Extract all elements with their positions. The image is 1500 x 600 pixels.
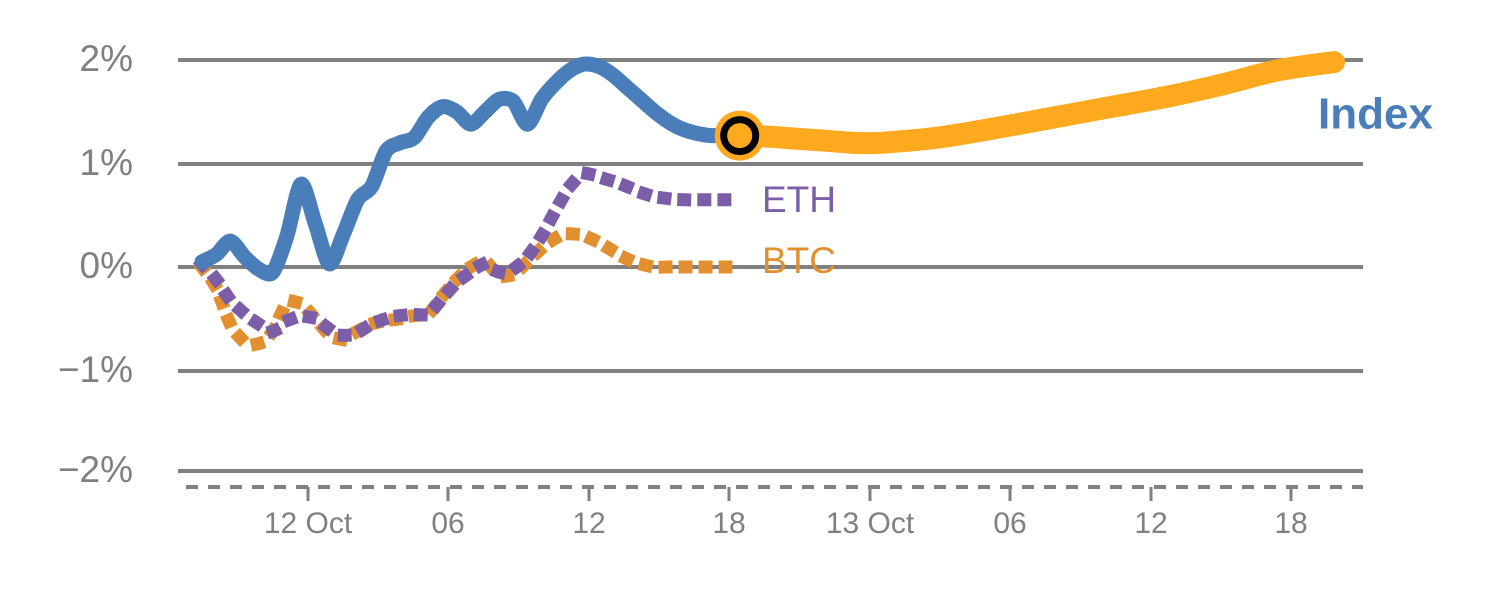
- series-line-index-forecast: [728, 51, 1345, 155]
- marker-core: [723, 119, 756, 152]
- series-label-index: Index: [1318, 90, 1433, 139]
- xtick-label-1: 06: [431, 507, 464, 540]
- xtick-label-5: 06: [993, 507, 1026, 540]
- xtick-label-2: 12: [572, 507, 605, 540]
- current-value-marker[interactable]: [714, 110, 765, 161]
- series-label-eth: ETH: [762, 179, 836, 220]
- series-label-btc: BTC: [762, 240, 836, 281]
- x-axis-ticks: [306, 487, 1293, 501]
- xtick-label-6: 12: [1134, 507, 1167, 540]
- xtick-label-4: 13 Oct: [826, 507, 915, 540]
- xtick-label-7: 18: [1274, 507, 1307, 540]
- series-line-index: [194, 56, 748, 282]
- ytick-label-neg1pct: −1%: [58, 349, 133, 390]
- xtick-label-3: 18: [712, 507, 745, 540]
- series-line-eth: [192, 167, 747, 342]
- ytick-label-1pct: 1%: [80, 142, 133, 183]
- y-axis-tick-labels: 2% 1% 0% −1% −2%: [58, 38, 133, 490]
- series-line-btc: [192, 227, 747, 351]
- x-axis-tick-labels: 12 Oct 06 12 18 13 Oct 06 12 18: [264, 507, 1308, 540]
- ytick-label-0pct: 0%: [80, 245, 133, 286]
- xtick-label-0: 12 Oct: [264, 507, 353, 540]
- ytick-label-neg2pct: −2%: [58, 449, 133, 490]
- ytick-label-2pct: 2%: [80, 38, 133, 79]
- marker-ring-icon: [720, 116, 760, 156]
